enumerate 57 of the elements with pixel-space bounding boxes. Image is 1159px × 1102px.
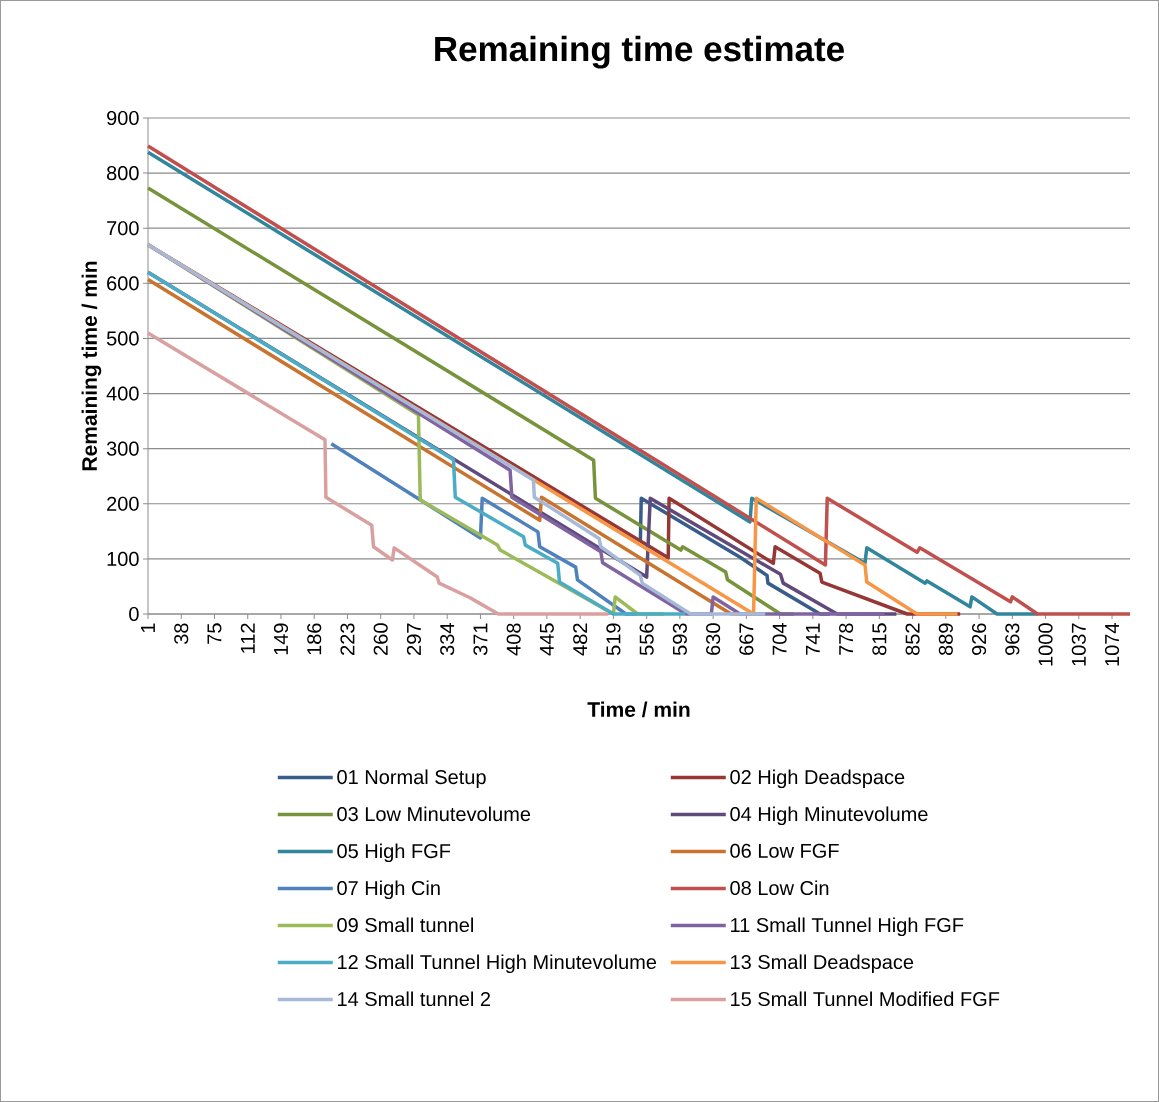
x-axis-title: Time / min xyxy=(587,701,690,718)
legend-label: 07 High Cin xyxy=(337,880,440,900)
y-tick-label: 200 xyxy=(107,496,139,511)
x-tick-label: 852 xyxy=(905,623,920,656)
legend-label: 06 Low FGF xyxy=(730,843,839,858)
x-tick-label: 593 xyxy=(672,623,687,656)
y-tick-label: 400 xyxy=(106,386,139,401)
y-tick-label: 100 xyxy=(107,551,139,566)
x-tick-label: 223 xyxy=(340,623,355,655)
x-tick-label: 38 xyxy=(174,623,189,644)
legend-label: 08 Low Cin xyxy=(730,880,829,896)
y-tick-label: 500 xyxy=(106,331,139,346)
legend-label: 14 Small tunnel 2 xyxy=(338,991,490,1007)
x-tick-label: 1 xyxy=(141,623,155,633)
legend-label: 02 High Deadspace xyxy=(730,769,905,789)
x-tick-label: 704 xyxy=(772,623,787,655)
x-tick-label: 297 xyxy=(406,623,422,655)
x-tick-label: 334 xyxy=(440,623,455,656)
x-tick-label: 112 xyxy=(240,623,255,653)
legend-label: 12 Small Tunnel High Minutevolume xyxy=(338,954,657,974)
y-tick-label: 800 xyxy=(106,166,139,181)
y-tick-label: 600 xyxy=(107,276,139,291)
x-tick-label: 75 xyxy=(207,623,222,644)
x-tick-label: 371 xyxy=(473,623,488,656)
y-tick-label: 900 xyxy=(107,110,139,126)
chart-title: Remaining time estimate xyxy=(435,35,844,69)
x-tick-label: 630 xyxy=(706,623,721,655)
y-tick-label: 700 xyxy=(107,221,139,236)
x-tick-label: 741 xyxy=(805,623,820,655)
legend-label: 01 Normal Setup xyxy=(337,769,486,789)
legend-label: 11 Small Tunnel High FGF xyxy=(731,917,964,937)
x-tick-label: 1074 xyxy=(1104,623,1120,666)
x-tick-label: 815 xyxy=(872,623,887,656)
legend-label: 15 Small Tunnel Modified FGF xyxy=(731,991,1000,1007)
x-tick-label: 778 xyxy=(839,623,854,655)
x-tick-label: 1000 xyxy=(1038,623,1053,666)
legend-label: 13 Small Deadspace xyxy=(731,954,914,974)
x-tick-label: 926 xyxy=(972,623,987,655)
x-tick-label: 889 xyxy=(938,623,953,656)
x-tick-label: 260 xyxy=(373,623,388,655)
x-tick-label: 149 xyxy=(273,623,289,655)
x-tick-label: 556 xyxy=(639,623,654,656)
legend-label: 03 Low Minutevolume xyxy=(337,806,531,822)
y-tick-label: 0 xyxy=(129,606,139,622)
x-tick-label: 408 xyxy=(506,623,521,656)
x-tick-label: 445 xyxy=(539,623,554,656)
legend-label: 05 High FGF xyxy=(337,843,451,863)
x-tick-label: 963 xyxy=(1005,623,1020,655)
y-axis-title: Remaining time / min xyxy=(81,261,102,471)
y-tick-label: 300 xyxy=(106,441,139,456)
legend-label: 04 High Minutevolume xyxy=(730,806,928,826)
legend-label: 09 Small tunnel xyxy=(337,917,473,933)
x-tick-label: 519 xyxy=(606,623,621,656)
x-tick-label: 1037 xyxy=(1071,623,1086,666)
x-tick-label: 667 xyxy=(739,623,754,655)
x-tick-label: 186 xyxy=(307,623,322,655)
x-tick-label: 482 xyxy=(573,623,588,656)
